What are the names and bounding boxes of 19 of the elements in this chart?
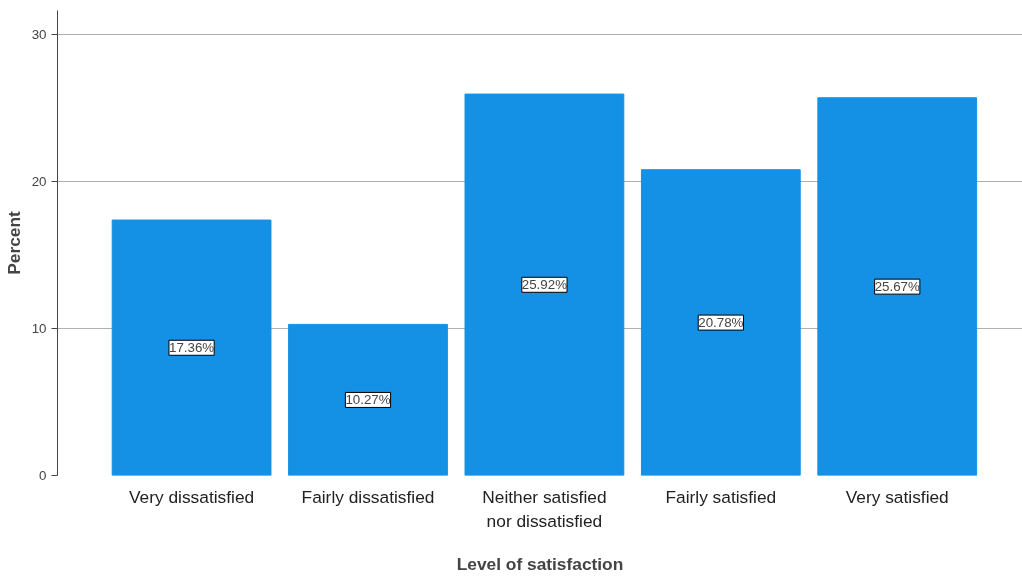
- x-tick-label: Very satisfied: [845, 486, 949, 507]
- bar: [464, 93, 625, 476]
- bar: [640, 169, 801, 476]
- bar: [288, 323, 448, 476]
- x-tick-label: Fairly satisfied: [665, 486, 777, 507]
- data-label: 17.36%: [168, 340, 215, 356]
- x-axis-title: Level of satisfaction: [456, 553, 624, 574]
- x-tick-label: Very dissatisfied: [128, 486, 255, 507]
- y-tick-label: 20: [31, 173, 47, 189]
- y-axis-title: Percent: [3, 210, 24, 275]
- data-label: 20.78%: [698, 315, 744, 331]
- x-tick-label: Neither satisfied nor dissatisfied: [482, 486, 607, 531]
- x-tick-label: Fairly dissatisfied: [301, 486, 435, 507]
- data-label: 10.27%: [345, 392, 391, 408]
- bar: [817, 97, 978, 476]
- y-tick-label: 0: [39, 468, 47, 483]
- bar: [111, 219, 272, 476]
- y-tick-label: 10: [31, 320, 47, 336]
- y-tick-label: 30: [31, 26, 47, 42]
